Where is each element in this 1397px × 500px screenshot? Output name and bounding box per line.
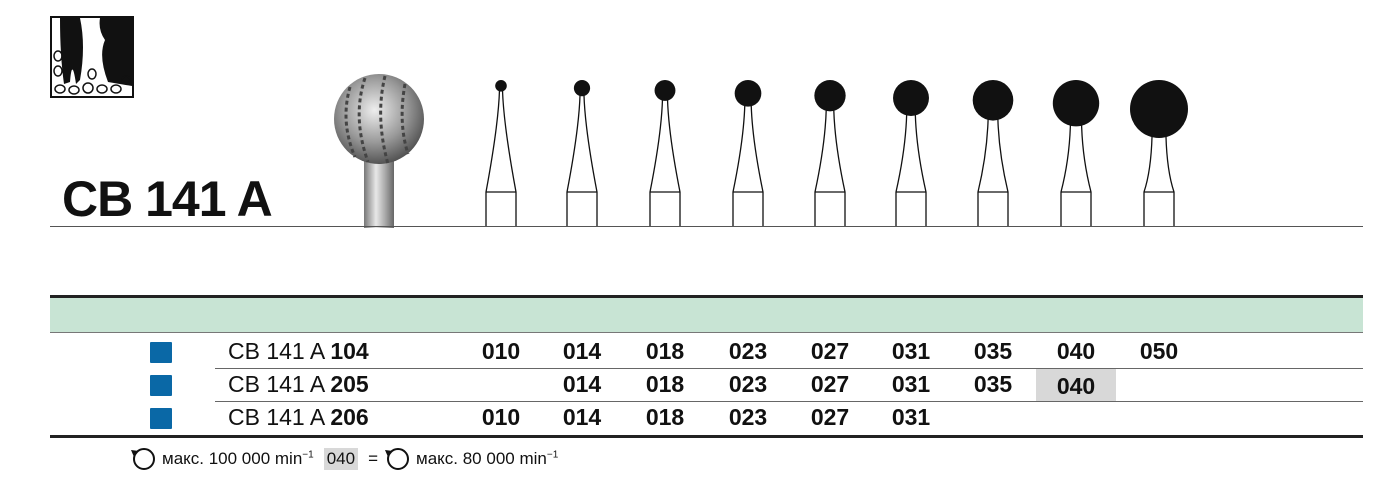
highlight-size-key: 040 [323,448,359,470]
bur-drawing-023 [732,80,764,226]
table-row: CB 141 A 206 010 014 018 023 027 031 [0,402,1397,434]
size-cell: 040 [1036,369,1116,401]
bur-head [1052,80,1100,127]
bur-drawing-035 [972,80,1014,226]
size-cell: 027 [810,338,850,364]
bur-drawing-010 [485,80,517,226]
table-row: CB 141 A 104 010 014 018 023 027 031 035 040 050 [0,336,1397,368]
size-cell: 027 [810,371,850,397]
size-cell: 040 [1056,338,1096,364]
size-cell: 010 [481,338,521,364]
size-cell: 023 [728,404,768,430]
table-row: CB 141 A 205 014 018 023 027 031 035 040 [0,369,1397,401]
bur-head [734,80,762,107]
bur-head [1130,80,1188,138]
bur-photo [334,74,424,228]
color-marker [150,342,172,363]
size-cell: 023 [728,371,768,397]
bur-head [893,80,929,116]
bur-head [573,80,591,97]
equals: = [368,449,379,468]
bur-size-drawings [485,80,1188,226]
color-marker [150,408,172,429]
size-cell: 018 [645,404,685,430]
bur-head [972,80,1014,121]
product-code: CB 141 A 205 [228,371,369,397]
table-top-rule [50,295,1363,298]
rotation-arrow-icon [385,448,410,470]
bur-drawing-031 [893,80,929,226]
bur-drawing-014 [566,80,598,226]
size-cell: 027 [810,404,850,430]
bur-head [654,80,676,101]
size-cell: 014 [562,404,602,430]
size-cell: 035 [973,338,1013,364]
size-cell: 050 [1139,338,1179,364]
bur-drawing-018 [649,80,681,226]
product-title: CB 141 A [62,171,273,227]
divider [215,368,1363,369]
divider [215,401,1363,402]
table-header-band [50,298,1363,332]
bur-head [495,80,507,92]
product-code: CB 141 A 206 [228,404,369,430]
table-bottom-rule [50,435,1363,438]
size-cell: 014 [562,338,602,364]
size-cell: 035 [973,371,1013,397]
size-cell: 031 [891,338,931,364]
rotation-arrow-icon [131,448,155,470]
tooth-bone-logo-icon [50,16,134,98]
size-cell: 018 [645,338,685,364]
size-cell: 031 [891,371,931,397]
speed-note: макс. 100 000 min−1 040 = макс. 80 000 m… [128,446,558,472]
bur-head [814,80,846,112]
divider [50,332,1363,333]
size-cell: 023 [728,338,768,364]
size-cell: 031 [891,404,931,430]
bur-drawing-050 [1130,80,1188,226]
size-cell: 018 [645,371,685,397]
size-cell: 010 [481,404,521,430]
bur-drawing-040 [1052,80,1100,226]
divider [50,226,1363,227]
size-cell: 014 [562,371,602,397]
speed-default: макс. 100 000 min−1 [162,449,314,468]
color-marker [150,375,172,396]
speed-highlight: макс. 80 000 min−1 [416,449,559,468]
bur-drawing-027 [814,80,846,226]
product-code: CB 141 A 104 [228,338,369,364]
